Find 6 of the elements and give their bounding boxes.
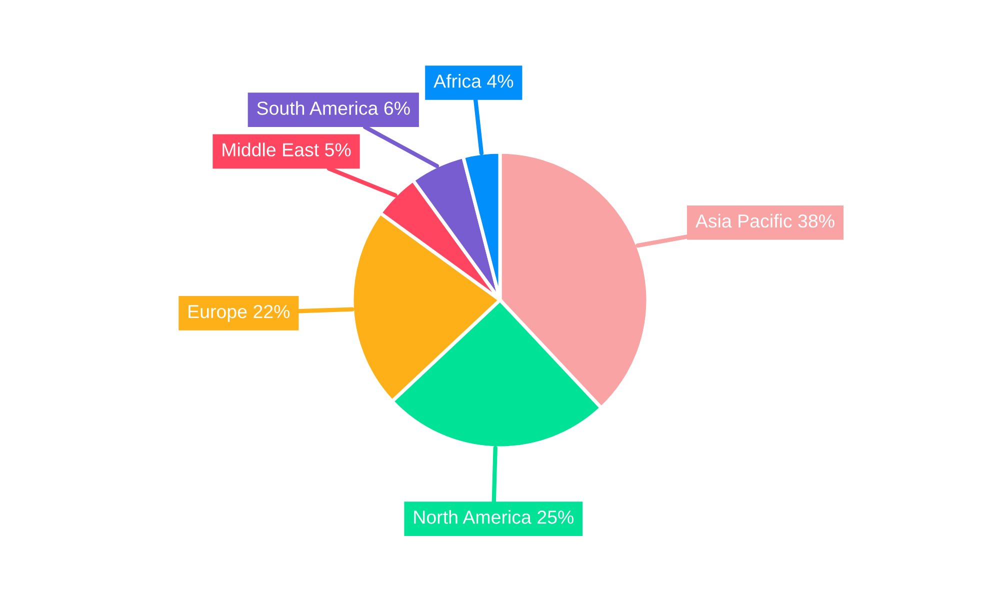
slice-label: Europe 22% — [188, 304, 290, 322]
slice-label: Asia Pacific 38% — [695, 214, 834, 228]
slice-label: Middle East 5% — [222, 142, 351, 156]
slice-label: Africa 4% — [434, 74, 514, 88]
slice-label: South America 6% — [257, 101, 410, 115]
slice-label: North America 25% — [414, 510, 574, 524]
